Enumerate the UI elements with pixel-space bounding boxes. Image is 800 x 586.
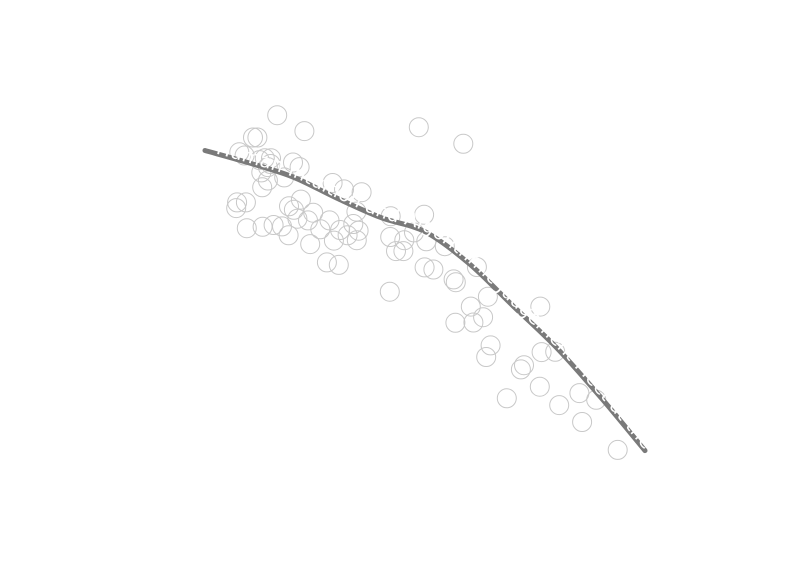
scatter-point-26: [303, 202, 324, 223]
scatter-point-34: [263, 215, 284, 235]
scatter-point-67: [476, 347, 497, 367]
scatter-point-60: [379, 281, 400, 302]
scatter-point-52: [386, 241, 406, 262]
scatter-point-79: [408, 117, 429, 138]
scatter-point-20: [290, 189, 311, 210]
scatter-point-5: [234, 145, 255, 166]
scatter-point-61: [477, 286, 498, 307]
scatter-point-74: [530, 296, 551, 317]
scatter-point-47: [394, 230, 415, 251]
scatter-point-0: [267, 105, 288, 126]
scatter-point-1: [294, 121, 315, 142]
scatter-point-41: [278, 225, 299, 246]
scatter-point-23: [279, 196, 299, 217]
scatter-point-58: [443, 269, 464, 290]
scatter-point-8: [249, 150, 270, 171]
scatter-point-16: [322, 173, 343, 193]
scatter-point-65: [445, 312, 466, 333]
scatter-point-40: [348, 220, 369, 241]
scatter-point-68: [514, 355, 534, 376]
scatter-point-19: [351, 182, 372, 203]
scatter-point-48: [346, 230, 367, 251]
scatter-point-64: [463, 312, 484, 333]
scatter-point-37: [252, 216, 273, 237]
scatter-point-36: [236, 218, 257, 239]
scatter-point-76: [510, 359, 531, 380]
scatter-point-72: [607, 439, 628, 460]
scatter-point-57: [466, 257, 487, 277]
scatter-point-21: [227, 192, 248, 213]
scatter-point-59: [445, 272, 466, 293]
scatter-point-33: [343, 214, 364, 234]
scatter-points: [226, 105, 628, 460]
scatter-point-45: [323, 230, 344, 251]
scatter-point-80: [453, 133, 474, 154]
scatter-point-22: [235, 192, 256, 213]
scatter-point-3: [247, 127, 268, 148]
scatter-point-54: [328, 254, 349, 275]
scatter-point-29: [414, 204, 435, 225]
trend-curve: [202, 148, 648, 454]
scatter-point-46: [300, 234, 321, 255]
scatter-point-55: [414, 257, 435, 278]
scatter-point-69: [529, 376, 550, 397]
scatter-point-17: [252, 177, 273, 198]
scatter-point-42: [337, 225, 358, 246]
scatter-point-2: [243, 127, 263, 148]
scatter-point-24: [283, 199, 304, 220]
scatter-point-75: [496, 388, 517, 409]
scatter-point-44: [380, 227, 401, 247]
scatter-point-62: [460, 296, 481, 317]
scatter-point-13: [251, 162, 272, 183]
scatter-point-50: [434, 236, 455, 257]
scatter-point-10: [283, 152, 303, 173]
scatter-point-53: [316, 252, 337, 273]
scatter-point-63: [473, 307, 494, 328]
scatter-point-73: [531, 342, 552, 363]
scatter-point-81: [569, 383, 590, 404]
scatter-point-38: [310, 219, 331, 240]
scatter-point-70: [549, 395, 570, 416]
scatter-point-12: [289, 157, 310, 178]
scatter-point-77: [545, 341, 566, 362]
curve-label: Human Intuition and Algorithmic Judgemen…: [0, 0, 658, 453]
scatter-point-51: [393, 241, 414, 262]
scatter-point-66: [480, 335, 501, 356]
scatter-point-71: [572, 412, 593, 432]
scatter-point-56: [423, 259, 444, 280]
scatter-point-25: [226, 198, 247, 219]
